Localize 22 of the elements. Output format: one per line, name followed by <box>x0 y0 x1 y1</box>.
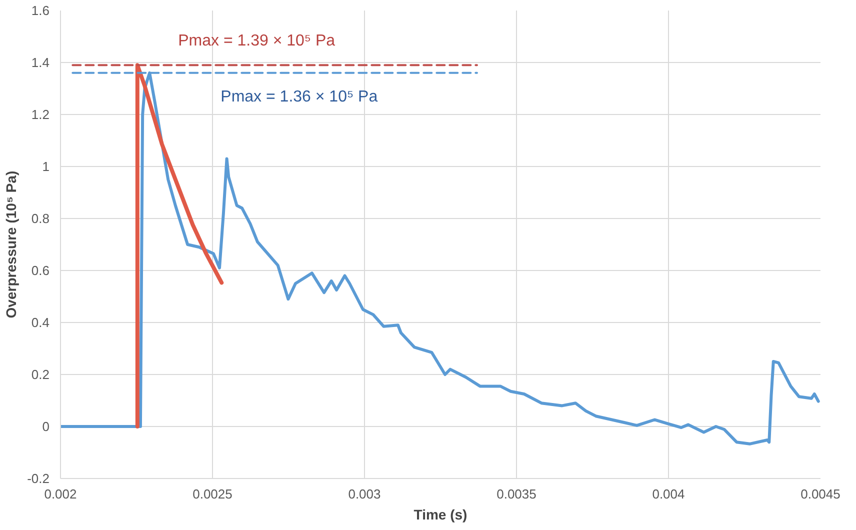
annotation: Pmax = 1.36 × 10⁵ Pa <box>220 88 378 106</box>
y-tick-label: 0.6 <box>31 263 50 278</box>
y-tick-label: 1.2 <box>31 107 50 122</box>
x-tick-label: 0.003 <box>348 486 381 502</box>
line-series <box>135 63 224 428</box>
x-tick-label: 0.0025 <box>192 486 232 502</box>
y-tick-label: 1 <box>42 159 50 174</box>
y-tick-label: 0.8 <box>31 211 50 226</box>
x-axis-title: Time (s) <box>414 506 468 522</box>
x-tick-label: 0.004 <box>652 486 685 502</box>
x-tick-label: 0.0045 <box>800 486 840 502</box>
y-tick-label: 1.4 <box>31 55 50 70</box>
y-tick-label: -0.2 <box>27 471 50 486</box>
y-axis-title: Overpressure (10⁵ Pa) <box>3 170 20 318</box>
y-tick-label: 0.4 <box>31 315 50 330</box>
y-tick-label: 0 <box>42 419 50 434</box>
annotation: Pmax = 1.39 × 10⁵ Pa <box>178 32 336 50</box>
x-tick-label: 0.0035 <box>496 486 536 502</box>
y-tick-label: 1.6 <box>31 3 50 18</box>
y-tick-label: 0.2 <box>31 367 50 382</box>
line-series <box>60 71 820 446</box>
x-tick-label: 0.002 <box>44 486 77 502</box>
